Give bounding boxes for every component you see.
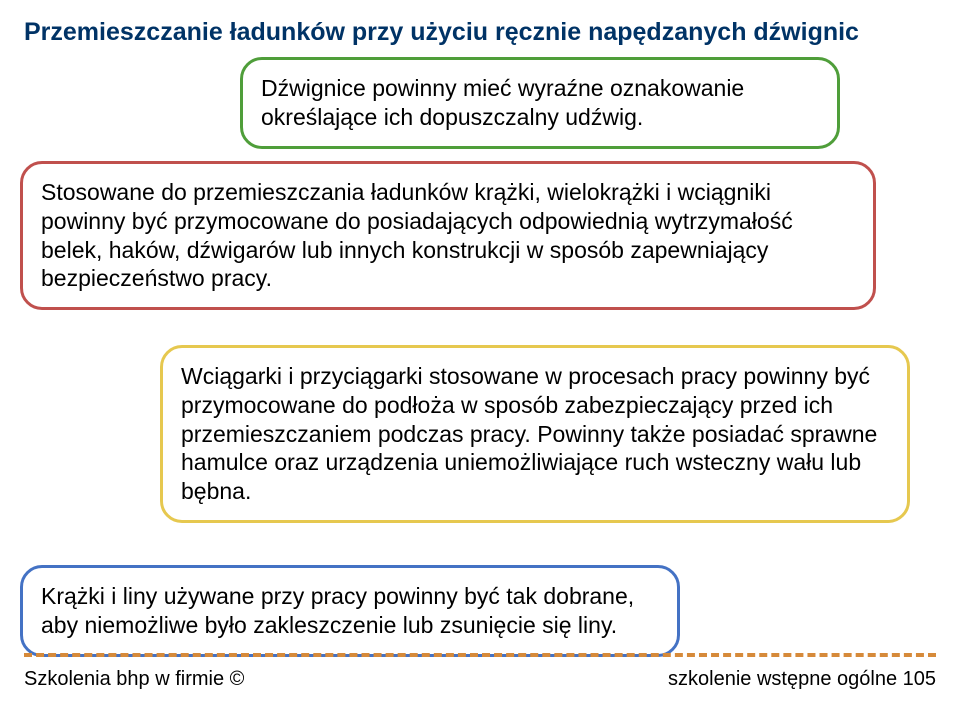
callout-green-text: Dźwignice powinny mieć wyraźne oznakowan… — [261, 75, 744, 130]
footer: Szkolenia bhp w firmie © szkolenie wstęp… — [0, 668, 960, 691]
callout-blue-text: Krążki i liny używane przy pracy powinny… — [41, 583, 634, 638]
callout-yellow: Wciągarki i przyciągarki stosowane w pro… — [160, 345, 910, 523]
footer-left: Szkolenia bhp w firmie © — [24, 668, 244, 691]
footer-right: szkolenie wstępne ogólne 105 — [668, 668, 936, 691]
page-title: Przemieszczanie ładunków przy użyciu ręc… — [0, 0, 960, 57]
divider-dashed — [24, 653, 936, 657]
callout-yellow-text: Wciągarki i przyciągarki stosowane w pro… — [181, 363, 877, 504]
callout-red-text: Stosowane do przemieszczania ładunków kr… — [41, 179, 793, 291]
callout-red: Stosowane do przemieszczania ładunków kr… — [20, 161, 876, 310]
callout-green: Dźwignice powinny mieć wyraźne oznakowan… — [240, 57, 840, 149]
callout-blue: Krążki i liny używane przy pracy powinny… — [20, 565, 680, 657]
